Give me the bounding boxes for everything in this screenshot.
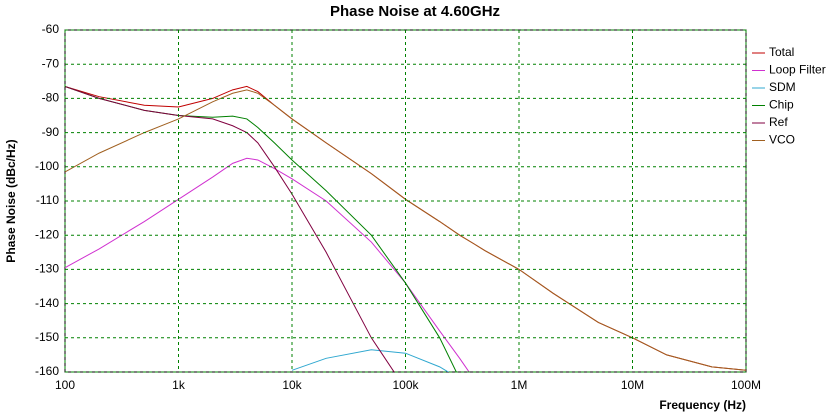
y-tick-label: -130 xyxy=(35,262,59,276)
y-tick-label: -100 xyxy=(35,159,59,173)
y-tick-label: -80 xyxy=(42,91,60,105)
x-tick-label: 10k xyxy=(282,378,302,392)
x-tick-label: 100 xyxy=(55,378,75,392)
chart-title: Phase Noise at 4.60GHz xyxy=(330,3,500,20)
legend-label: Ref xyxy=(769,115,788,129)
series-line xyxy=(291,349,450,372)
series-line xyxy=(65,89,746,371)
y-tick-label: -90 xyxy=(42,125,60,139)
y-tick-label: -120 xyxy=(35,227,59,241)
x-tick-label: 1k xyxy=(172,378,186,392)
y-tick-label: -140 xyxy=(35,296,59,310)
y-tick-label: -110 xyxy=(36,193,59,207)
legend-label: Loop Filter xyxy=(769,63,826,77)
x-tick-label: 1M xyxy=(511,378,528,392)
legend-label: SDM xyxy=(769,80,796,94)
y-tick-label: -160 xyxy=(35,364,59,378)
y-tick-label: -150 xyxy=(35,330,59,344)
x-tick-label: 100k xyxy=(392,378,419,392)
x-tick-label: 10M xyxy=(621,378,644,392)
legend-label: Chip xyxy=(769,98,794,112)
y-tick-label: -70 xyxy=(42,56,60,70)
y-tick-label: -60 xyxy=(42,22,60,36)
x-tick-label: 100M xyxy=(731,378,761,392)
x-axis-label: Frequency (Hz) xyxy=(659,398,746,412)
series-line xyxy=(65,157,470,372)
legend-label: VCO xyxy=(769,133,795,147)
legend-label: Total xyxy=(769,45,794,59)
y-axis-label: Phase Noise (dBc/Hz) xyxy=(4,139,18,262)
